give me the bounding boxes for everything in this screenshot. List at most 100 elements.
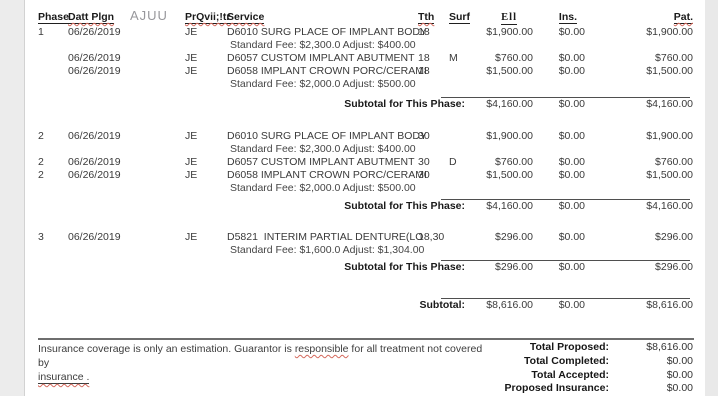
- phase-subtotal-row: Subtotal for This Phase: $4,160.00 $0.00…: [25, 98, 705, 111]
- subtotal-divider: [441, 199, 690, 200]
- subtotal-divider: [441, 97, 690, 98]
- subtotal-patient: $296.00: [655, 261, 693, 273]
- cell-phase: [38, 65, 68, 78]
- insurance-link[interactable]: insurance .: [38, 371, 90, 384]
- standard-fee-note: Standard Fee: $2,300.0 Adjust: $400.00: [230, 39, 416, 51]
- subtotal-fee: $4,160.00: [486, 200, 533, 212]
- total-value: $0.00: [666, 354, 693, 367]
- insurance-disclaimer: Insurance coverage is only an estimation…: [38, 342, 483, 384]
- table-row: 06/26/2019 JE D6057 CUSTOM IMPLANT ABUTM…: [25, 52, 705, 65]
- total-value: $0.00: [666, 368, 693, 381]
- cell-phase: 2: [38, 169, 44, 181]
- footer-section: Insurance coverage is only an estimation…: [25, 338, 705, 400]
- cell-insurance: $0.00: [558, 65, 585, 77]
- cell-provider: JE: [185, 231, 198, 243]
- cell-service: D6010 SURG PLACE OF IMPLANT BODY: [227, 26, 427, 38]
- standard-fee-note: Standard Fee: $2,300.0 Adjust: $400.00: [230, 143, 416, 155]
- grand-subtotal-row: Subtotal: $8,616.00 $0.00 $8,616.00: [25, 299, 705, 312]
- subtotal-insurance: $0.00: [558, 98, 585, 110]
- subtotal-fee: $296.00: [495, 261, 533, 273]
- cell-insurance: $0.00: [558, 231, 585, 243]
- fee-note-row: Standard Fee: $2,300.0 Adjust: $400.00: [25, 39, 705, 52]
- cell-tooth: 30: [418, 130, 430, 142]
- header-provider: PrQvii;!tr: [185, 11, 231, 24]
- cell-date: 06/26/2019: [68, 169, 121, 181]
- grand-subtotal-insurance: $0.00: [558, 299, 585, 311]
- cell-surface: M: [449, 52, 458, 64]
- total-label: Total Accepted:: [531, 368, 609, 381]
- header-insurance: Ins.: [558, 11, 577, 24]
- disclaimer-flagged-word: responsible: [294, 343, 349, 355]
- cell-date: 06/26/2019: [68, 65, 121, 77]
- subtotal-label: Subtotal for This Phase:: [344, 261, 465, 273]
- cell-phase: 3: [38, 231, 44, 243]
- cell-insurance: $0.00: [558, 26, 585, 38]
- cell-fee: $760.00: [495, 156, 533, 168]
- standard-fee-note: Standard Fee: $1,600.0 Adjust: $1,304.00: [230, 244, 425, 256]
- cell-surface: [449, 169, 479, 182]
- cell-date: 06/26/2019: [68, 156, 121, 168]
- cell-date: 06/26/2019: [68, 231, 121, 243]
- fee-note-row: Standard Fee: $2,000.0 Adjust: $500.00: [25, 182, 705, 195]
- header-tooth: Tth: [418, 11, 435, 24]
- grand-subtotal-label: Subtotal:: [419, 299, 466, 311]
- cell-provider: JE: [185, 65, 198, 77]
- cell-tooth: 30: [418, 169, 430, 181]
- cell-date: 06/26/2019: [68, 52, 121, 64]
- cell-insurance: $0.00: [558, 169, 585, 181]
- cell-surface: [449, 65, 479, 78]
- header-surface: Surf: [449, 11, 470, 24]
- total-row: Total Completed: $0.00: [505, 355, 693, 369]
- cell-provider: JE: [185, 130, 198, 142]
- fee-note-row: Standard Fee: $2,300.0 Adjust: $400.00: [25, 143, 705, 156]
- table-row: 1 06/26/2019 JE D6010 SURG PLACE OF IMPL…: [25, 26, 705, 39]
- total-value: $8,616.00: [646, 341, 693, 353]
- cell-tooth: 18,30: [418, 231, 445, 243]
- subtotal-patient: $4,160.00: [646, 200, 693, 212]
- cell-patient: $1,900.00: [646, 26, 693, 38]
- table-row: 2 06/26/2019 JE D6010 SURG PLACE OF IMPL…: [25, 130, 705, 143]
- standard-fee-note: Standard Fee: $2,000.0 Adjust: $500.00: [230, 182, 416, 194]
- cell-phase: 1: [38, 26, 44, 38]
- total-row: Total Accepted: $0.00: [505, 369, 693, 383]
- disclaimer-text: Insurance coverage is only an estimation…: [38, 343, 295, 355]
- cell-patient: $1,500.00: [646, 65, 693, 77]
- table-row: 2 06/26/2019 JE D6058 IMPLANT CROWN PORC…: [25, 169, 705, 182]
- subtotal-divider: [441, 260, 690, 261]
- subtotal-label: Subtotal for This Phase:: [344, 98, 465, 110]
- cell-service: D6057 CUSTOM IMPLANT ABUTMENT: [227, 156, 415, 168]
- total-label: Total Proposed:: [529, 341, 609, 353]
- cell-service: D6010 SURG PLACE OF IMPLANT BODY: [227, 130, 427, 142]
- app-background-right: [705, 0, 718, 396]
- cell-provider: JE: [185, 52, 198, 64]
- total-value: $0.00: [666, 382, 693, 395]
- cell-insurance: $0.00: [558, 52, 585, 64]
- table-row: 3 06/26/2019 JE D5821 INTERIM PARTIAL DE…: [25, 231, 705, 244]
- grand-subtotal-fee: $8,616.00: [486, 299, 533, 311]
- cell-patient: $760.00: [655, 52, 693, 64]
- total-row: Total Proposed: $8,616.00: [505, 341, 693, 355]
- cell-phase: 2: [38, 156, 44, 168]
- cell-fee: $1,500.00: [486, 169, 533, 181]
- grand-subtotal-patient: $8,616.00: [646, 299, 693, 311]
- subtotal-label: Subtotal for This Phase:: [344, 200, 465, 212]
- fee-note-row: Standard Fee: $2,000.0 Adjust: $500.00: [25, 78, 705, 91]
- subtotal-fee: $4,160.00: [486, 98, 533, 110]
- cell-fee: $1,500.00: [486, 65, 533, 77]
- cell-surface: [449, 231, 479, 244]
- cell-patient: $296.00: [655, 231, 693, 243]
- disclaimer-text: for all treatment not covered by: [38, 343, 483, 369]
- app-background-left: [0, 0, 25, 396]
- cell-patient: $760.00: [655, 156, 693, 168]
- estimate-sheet: Phase Datt Plgn PrQvii;!tr Service Tth S…: [25, 0, 705, 400]
- cell-surface: D: [449, 156, 457, 168]
- header-service: Service: [227, 11, 265, 24]
- cell-date: 06/26/2019: [68, 130, 121, 142]
- standard-fee-note: Standard Fee: $2,000.0 Adjust: $500.00: [230, 78, 416, 90]
- header-phase: Phase: [38, 11, 69, 24]
- cell-fee: $1,900.00: [486, 26, 533, 38]
- cell-date: 06/26/2019: [68, 26, 121, 38]
- total-label: Proposed Insurance:: [504, 382, 609, 395]
- cell-tooth: 18: [418, 26, 430, 38]
- cell-phase: 2: [38, 130, 44, 142]
